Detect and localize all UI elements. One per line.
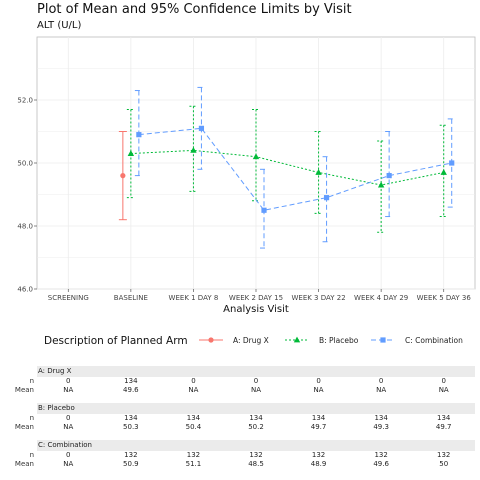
table-cell: 0 [66, 451, 71, 459]
table-row-label: n [29, 414, 34, 422]
table-cell: 0 [441, 377, 446, 385]
table-cell: NA [63, 423, 74, 431]
table-cell: 49.3 [373, 423, 389, 431]
table-row: n 0 134 0 0 0 0 0 [0, 377, 480, 386]
table-cell: 50 [439, 460, 449, 468]
table-cell: 132 [186, 451, 201, 459]
table-arm-header: C: Combination [37, 440, 475, 451]
table-cell: 50.3 [123, 423, 139, 431]
x-tick-label: SCREENING [48, 294, 89, 302]
table-cell: 48.9 [310, 460, 327, 468]
table-cell: 48.5 [248, 460, 264, 468]
legend-marker-b-placebo [293, 336, 301, 343]
table-cell: 50.9 [123, 460, 139, 468]
table-cell: NA [376, 386, 387, 394]
table-cell: NA [250, 386, 262, 394]
table-cell: 132 [124, 451, 138, 459]
mean-point-a-drug-x [120, 173, 126, 179]
chart-subtitle: ALT (U/L) [37, 20, 82, 31]
x-axis-label: Analysis Visit [223, 304, 289, 315]
y-tick-label: 48.0 [17, 223, 33, 231]
table-cell: NA [63, 460, 74, 468]
series-line-b-placebo [130, 149, 444, 186]
y-tick-label: 46.0 [17, 286, 33, 294]
x-tick-label: WEEK 1 DAY 8 [169, 294, 219, 302]
legend-marker-c-combination [380, 337, 386, 343]
table-cell: 51.1 [185, 460, 202, 468]
legend-marker-a-drug-x [208, 337, 214, 343]
table-arm-header: A: Drug X [37, 366, 475, 377]
x-tick-label: WEEK 4 DAY 29 [354, 294, 408, 302]
legend-label-a-drug-x: A: Drug X [233, 336, 269, 345]
mean-point-b-placebo [315, 169, 322, 175]
series-line-c-combination [138, 127, 452, 211]
table-cell: 0 [253, 377, 259, 385]
table-cell: NA [188, 386, 199, 394]
mean-point-c-combination [386, 173, 392, 179]
table-cell: 50.2 [248, 423, 264, 431]
mean-point-c-combination [198, 125, 205, 131]
x-tick-label: WEEK 2 DAY 15 [229, 294, 283, 302]
y-tick-label: 50.0 [17, 160, 33, 168]
x-tick-label: BASELINE [114, 294, 148, 302]
table-cell: 0 [378, 377, 384, 385]
table-cell: NA [438, 386, 449, 394]
table-cell: 134 [374, 414, 388, 422]
table-row: n 0 132 132 132 132 132 132 [0, 451, 480, 460]
legend-title: Description of Planned Arm [44, 335, 188, 347]
mean-point-c-combination [261, 207, 267, 213]
table-cell: 134 [311, 414, 326, 422]
table-row-label: Mean [14, 386, 34, 394]
table-row-label: Mean [14, 460, 34, 468]
y-tick-label: 52.0 [17, 97, 33, 105]
table-row: Mean NA 50.3 50.4 50.2 49.7 49.3 49.7 [0, 423, 480, 432]
table-row: Mean NA 49.6 NA NA NA NA NA [0, 386, 480, 395]
table-cell: 134 [124, 414, 138, 422]
confidence-limits-chart: 46.0 48.0 50.0 52.0 SCREENING BASELINE WEEK 1 … [17, 36, 476, 347]
table-cell: 0 [316, 377, 321, 385]
table-cell: 50.4 [185, 423, 202, 431]
table-cell: 134 [249, 414, 263, 422]
legend-label-b-placebo: B: Placebo [319, 336, 359, 345]
table-arm-header: B: Placebo [37, 403, 475, 414]
mean-point-c-combination [136, 132, 142, 138]
mean-point-b-placebo [377, 181, 385, 188]
chart-title: Plot of Mean and 95% Confidence Limits b… [37, 2, 352, 17]
table-cell: 49.7 [310, 423, 327, 431]
table-cell: NA [63, 386, 74, 394]
table-cell: 132 [311, 451, 326, 459]
table-cell: 0 [66, 414, 71, 422]
legend-label-c-combination: C: Combination [405, 336, 463, 345]
table-row: Mean NA 50.9 51.1 48.5 48.9 49.6 50 [0, 460, 480, 469]
mean-point-c-combination [323, 195, 330, 201]
x-tick-label: WEEK 5 DAY 36 [417, 294, 472, 302]
table-cell: 132 [249, 451, 263, 459]
table-row-label: Mean [14, 423, 34, 431]
table-row-label: n [29, 451, 34, 459]
x-tick-label: WEEK 3 DAY 22 [291, 294, 345, 302]
mean-point-b-placebo [440, 169, 447, 175]
table-cell: 132 [374, 451, 388, 459]
mean-point-b-placebo [252, 153, 260, 160]
table-cell: 134 [186, 414, 201, 422]
mean-point-b-placebo [190, 147, 197, 153]
mean-point-b-placebo [127, 150, 135, 156]
table-cell: 132 [437, 451, 451, 459]
mean-point-c-combination [449, 160, 455, 166]
table-cell: 49.7 [435, 423, 452, 431]
table-cell: 134 [124, 377, 138, 385]
table-row: n 0 134 134 134 134 134 134 [0, 414, 480, 423]
table-cell: 0 [66, 377, 71, 385]
table-row-label: n [29, 377, 34, 385]
table-cell: 134 [437, 414, 451, 422]
table-cell: 49.6 [373, 460, 389, 468]
table-cell: NA [313, 386, 324, 394]
table-cell: 49.6 [123, 386, 139, 394]
table-cell: 0 [191, 377, 196, 385]
